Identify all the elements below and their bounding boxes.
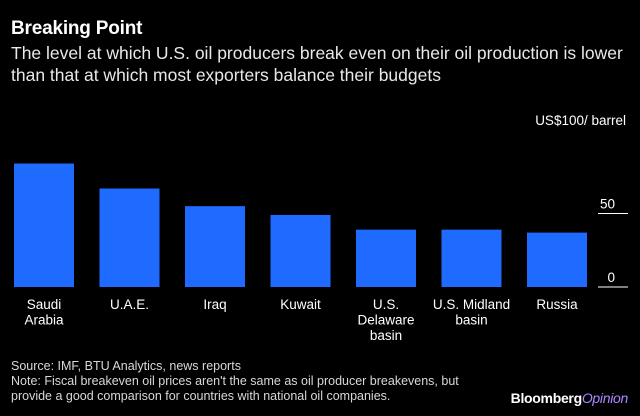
note-line-2: provide a good comparison for countries … [11,389,391,403]
y-axis-unit-label: US$100/ barrel [535,113,626,128]
x-tick-label: U.S. Delaware basin [357,297,414,343]
bar [14,163,74,287]
y-tick-label: 50 [600,197,615,212]
y-axis: 0 50 [598,197,628,288]
bar [527,232,587,287]
source-note: Source: IMF, BTU Analytics, news reports [11,359,241,373]
x-tick-label: Russia [536,297,578,312]
bar [441,229,502,287]
chart-notes: Source: IMF, BTU Analytics, news reports… [11,359,491,404]
bars-layer [14,163,587,287]
x-tick-label: Kuwait [280,297,321,312]
bar [270,214,331,287]
bar [185,206,245,287]
x-tick-label: U.A.E. [110,297,149,312]
note-line-1: Note: Fiscal breakeven oil prices aren't… [11,374,459,388]
x-axis: Saudi Arabia U.A.E. Iraq Kuwait U.S. Delaware b… [24,297,578,343]
brand-main: Bloomberg [510,390,583,406]
y-tick-label: 0 [607,270,615,285]
x-tick-label: U.S. Midland basin [433,297,510,328]
chart-subtitle: The level at which U.S. oil producers br… [11,43,623,85]
x-tick-label: Iraq [203,297,226,312]
bloomberg-opinion-logo: BloombergOpinion [510,390,629,406]
brand-accent: Opinion [581,390,628,406]
chart-title: Breaking Point [11,18,143,39]
x-tick-label: Saudi Arabia [24,297,64,328]
bar [99,188,160,287]
bar [356,229,416,287]
